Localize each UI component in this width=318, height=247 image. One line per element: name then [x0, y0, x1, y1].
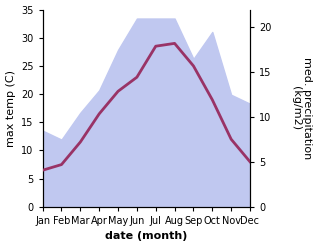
X-axis label: date (month): date (month) — [105, 231, 188, 242]
Y-axis label: max temp (C): max temp (C) — [5, 70, 16, 147]
Y-axis label: med. precipitation
(kg/m2): med. precipitation (kg/m2) — [291, 57, 313, 159]
